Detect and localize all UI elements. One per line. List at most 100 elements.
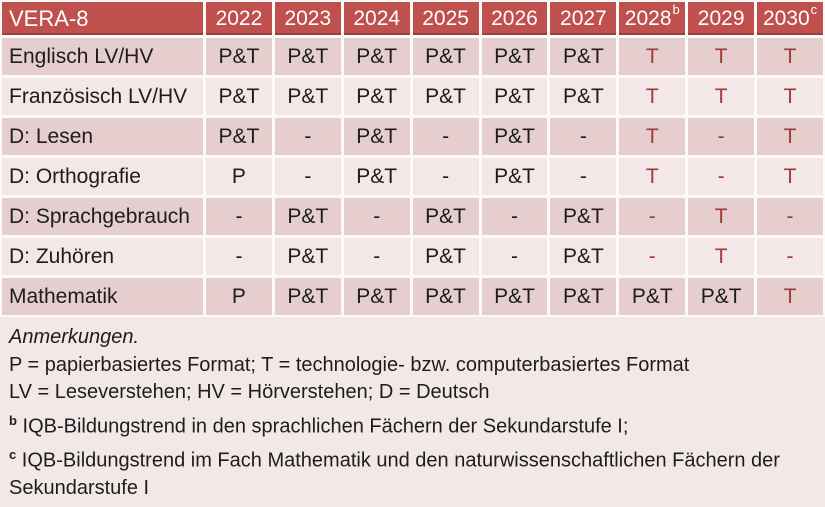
cell-d-zuhoeren-2025: P&T [412, 238, 479, 275]
year-label: 2024 [353, 6, 401, 30]
year-label: 2028 [624, 6, 672, 30]
cell-englisch-lv-hv-2027: P&T [550, 38, 617, 75]
note-text: IQB-Bildungstrend in den sprachlichen Fä… [22, 415, 629, 438]
year-label: 2025 [422, 6, 469, 30]
year-header-2025: 2025 [412, 2, 479, 35]
cell-franzoesisch-lv-hv-2023: P&T [274, 78, 341, 115]
cell-d-sprachgebrauch-2030: - [757, 198, 823, 235]
year-header-2029: 2029 [688, 2, 755, 35]
cell-d-sprachgebrauch-2027: P&T [550, 198, 617, 235]
cell-franzoesisch-lv-hv-2028: T [619, 78, 686, 115]
footnote-marker-b: b [9, 412, 17, 428]
cell-d-orthografie-2029: - [688, 158, 755, 195]
year-header-2026: 2026 [481, 2, 548, 35]
cell-mathematik-2030: T [757, 278, 823, 315]
note-text: IQB-Bildungstrend im Fach Mathematik und… [9, 449, 780, 499]
cell-d-lesen-2023: - [274, 118, 341, 155]
cell-englisch-lv-hv-2030: T [757, 38, 823, 75]
cell-d-orthografie-2023: - [274, 158, 341, 195]
note-text: P = papierbasiertes Format; T = technolo… [9, 353, 690, 376]
notes-section: Anmerkungen. P = papierbasiertes Format;… [0, 317, 825, 502]
cell-d-lesen-2022: P&T [206, 118, 272, 155]
row-label-d-lesen: D: Lesen [2, 118, 203, 155]
cell-englisch-lv-hv-2028: T [619, 38, 686, 75]
cell-d-sprachgebrauch-2024: - [343, 198, 410, 235]
cell-englisch-lv-hv-2022: P&T [206, 38, 272, 75]
cell-mathematik-2023: P&T [274, 278, 341, 315]
cell-d-sprachgebrauch-2022: - [206, 198, 272, 235]
note-line-footnote-c: c IQB-Bildungstrend im Fach Mathematik u… [9, 441, 816, 503]
cell-d-orthografie-2026: P&T [481, 158, 548, 195]
cell-d-lesen-2027: - [550, 118, 617, 155]
cell-d-orthografie-2028: T [619, 158, 686, 195]
year-header-2024: 2024 [343, 2, 410, 35]
cell-englisch-lv-hv-2025: P&T [412, 38, 479, 75]
cell-d-sprachgebrauch-2023: P&T [274, 198, 341, 235]
table-title: VERA-8 [9, 5, 89, 31]
cell-mathematik-2022: P [206, 278, 272, 315]
note-line-format-legend: P = papierbasiertes Format; T = technolo… [9, 352, 816, 380]
cell-d-zuhoeren-2027: P&T [550, 238, 617, 275]
cell-d-zuhoeren-2029: T [688, 238, 755, 275]
cell-mathematik-2024: P&T [343, 278, 410, 315]
year-header-2028: 2028 b [619, 2, 686, 35]
cell-franzoesisch-lv-hv-2026: P&T [481, 78, 548, 115]
cell-franzoesisch-lv-hv-2027: P&T [550, 78, 617, 115]
cell-d-lesen-2026: P&T [481, 118, 548, 155]
cell-franzoesisch-lv-hv-2024: P&T [343, 78, 410, 115]
note-text: LV = Leseverstehen; HV = Hörverstehen; D… [9, 381, 490, 403]
cell-d-lesen-2024: P&T [343, 118, 410, 155]
year-header-2030: 2030 c [757, 2, 823, 35]
cell-englisch-lv-hv-2023: P&T [274, 38, 341, 75]
table-title-cell: VERA-8 [2, 2, 203, 35]
cell-franzoesisch-lv-hv-2030: T [757, 78, 823, 115]
year-label: 2023 [284, 6, 332, 30]
cell-d-zuhoeren-2022: - [206, 238, 272, 275]
year-header-2023: 2023 [274, 2, 341, 35]
vera8-schedule-table: VERA-8 2022 2023 2024 2025 2026 2027 2028 b 2029… [0, 0, 825, 317]
cell-d-zuhoeren-2024: - [343, 238, 410, 275]
cell-d-zuhoeren-2030: - [757, 238, 823, 275]
cell-mathematik-2027: P&T [550, 278, 617, 315]
row-label-mathematik: Mathematik [2, 278, 203, 315]
row-label-englisch-lv-hv: Englisch LV/HV [2, 38, 203, 75]
cell-mathematik-2025: P&T [412, 278, 479, 315]
cell-d-orthografie-2027: - [550, 158, 617, 195]
footnote-marker-c: c [9, 446, 17, 462]
cell-d-lesen-2029: - [688, 118, 755, 155]
cell-franzoesisch-lv-hv-2022: P&T [206, 78, 272, 115]
note-line-footnote-b: b IQB-Bildungstrend in den sprachlichen … [9, 407, 816, 441]
cell-d-zuhoeren-2023: P&T [274, 238, 341, 275]
year-label: 2029 [697, 6, 745, 30]
cell-d-lesen-2025: - [412, 118, 479, 155]
cell-englisch-lv-hv-2029: T [688, 38, 755, 75]
cell-d-orthografie-2025: - [412, 158, 479, 195]
cell-d-orthografie-2030: T [757, 158, 823, 195]
year-label: 2022 [215, 6, 263, 30]
cell-d-orthografie-2024: P&T [343, 158, 410, 195]
cell-d-sprachgebrauch-2026: - [481, 198, 548, 235]
cell-englisch-lv-hv-2024: P&T [343, 38, 410, 75]
cell-d-sprachgebrauch-2028: - [619, 198, 686, 235]
row-label-franzoesisch-lv-hv: Französisch LV/HV [2, 78, 203, 115]
footnote-marker-c: c [810, 2, 818, 17]
cell-mathematik-2029: P&T [688, 278, 755, 315]
cell-franzoesisch-lv-hv-2025: P&T [412, 78, 479, 115]
year-label: 2027 [560, 6, 607, 30]
cell-d-orthografie-2022: P [206, 158, 272, 195]
year-header-2022: 2022 [206, 2, 272, 35]
row-label-d-orthografie: D: Orthografie [2, 158, 203, 195]
cell-mathematik-2026: P&T [481, 278, 548, 315]
year-label: 2030 [762, 6, 810, 30]
notes-heading: Anmerkungen. [9, 326, 140, 348]
row-label-d-zuhoeren: D: Zuhören [2, 238, 203, 275]
cell-d-zuhoeren-2026: - [481, 238, 548, 275]
cell-mathematik-2028: P&T [619, 278, 686, 315]
cell-d-lesen-2028: T [619, 118, 686, 155]
year-label: 2026 [491, 6, 538, 30]
cell-d-lesen-2030: T [757, 118, 823, 155]
year-header-2027: 2027 [550, 2, 617, 35]
note-line-abbreviation-legend: LV = Leseverstehen; HV = Hörverstehen; D… [9, 379, 816, 407]
cell-d-sprachgebrauch-2029: T [688, 198, 755, 235]
